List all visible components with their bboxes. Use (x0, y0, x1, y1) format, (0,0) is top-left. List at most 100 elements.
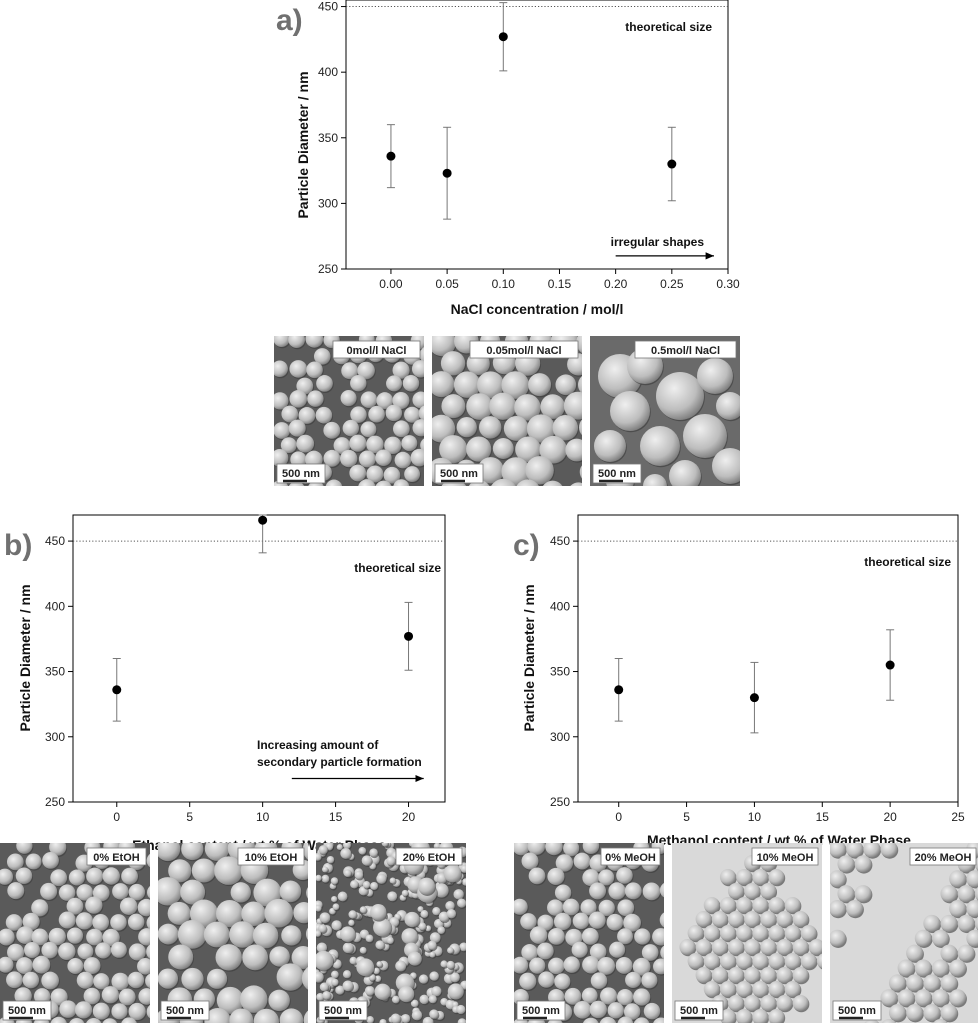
particle (25, 853, 42, 870)
particle (374, 983, 391, 1000)
particle (931, 929, 949, 947)
particle (562, 898, 580, 916)
particle (342, 980, 354, 992)
particle (15, 867, 33, 884)
particle (659, 912, 664, 928)
particle (343, 843, 351, 850)
particle (477, 371, 505, 399)
particle (736, 1009, 753, 1023)
particle (86, 928, 103, 946)
particle (427, 940, 437, 950)
particle (760, 967, 777, 983)
particle (567, 353, 582, 376)
particle (752, 925, 769, 941)
particle (92, 914, 110, 931)
particle (318, 845, 328, 855)
particle (923, 974, 941, 992)
particle (760, 995, 777, 1011)
particle (158, 923, 179, 945)
particle (503, 415, 529, 441)
particle (342, 970, 352, 979)
x-tick-label: 20 (883, 810, 897, 824)
particle (119, 897, 138, 915)
particle (331, 920, 342, 931)
micrograph-label-box (332, 340, 421, 359)
particle (432, 414, 456, 443)
y-tick-label: 350 (45, 665, 65, 679)
particle (370, 882, 379, 890)
particle (599, 1016, 617, 1023)
particle (158, 877, 182, 906)
particle (736, 897, 753, 913)
particle (342, 942, 354, 954)
particle (146, 1004, 150, 1019)
micrograph-label: 20% EtOH (403, 852, 456, 864)
particle (957, 944, 975, 962)
particle (768, 981, 785, 997)
particle (633, 988, 651, 1006)
scale-bar-label: 500 nm (282, 468, 320, 480)
sem-micrograph: 0% MeOH 500 nm (514, 843, 664, 1023)
micrograph-label: 0% EtOH (93, 852, 140, 864)
particle (588, 911, 606, 929)
particle (386, 856, 396, 866)
particle (716, 392, 740, 420)
particle (358, 479, 376, 486)
particle (333, 437, 351, 454)
particle (279, 880, 302, 903)
particle (349, 464, 367, 482)
particle (703, 981, 720, 997)
particle (31, 899, 49, 917)
particle (563, 956, 580, 973)
scale-bar-box (2, 1000, 52, 1021)
y-tick-label: 450 (318, 0, 338, 14)
particle (719, 953, 736, 969)
particle (462, 878, 466, 886)
particle (579, 465, 582, 479)
particle (274, 392, 289, 410)
particle (489, 392, 517, 420)
panel-c: 0 5 10 15 20 25 250 300 350 400 450 theoretical siz… (513, 514, 978, 1023)
particle (736, 953, 753, 969)
particle (652, 928, 664, 946)
particle (617, 899, 635, 917)
particle (242, 944, 269, 971)
particle (597, 956, 616, 975)
particle (303, 1010, 308, 1023)
particle (48, 927, 66, 946)
x-axis-title: NaCl concentration / mol/l (451, 301, 624, 317)
particle (538, 971, 555, 988)
micrograph-label-box (237, 847, 305, 866)
particle (642, 882, 661, 901)
particle (76, 884, 94, 901)
particle (332, 903, 340, 911)
particle (268, 989, 290, 1012)
scale-bar-label: 500 nm (440, 468, 478, 480)
particle (957, 885, 975, 903)
particle (370, 904, 387, 921)
scale-bar-label: 500 nm (838, 1005, 876, 1017)
particle (623, 913, 641, 932)
particle (906, 944, 924, 962)
micrograph-label-box (909, 847, 977, 866)
panel-label: a) (276, 4, 303, 37)
plot-frame (345, 0, 729, 270)
particle (940, 1004, 958, 1022)
particle (711, 967, 728, 983)
particle (50, 869, 68, 887)
particle (460, 864, 466, 873)
particle (349, 434, 367, 452)
particle (348, 919, 355, 926)
particle (365, 934, 374, 943)
particle (40, 882, 58, 900)
particle (552, 414, 579, 441)
particle (711, 939, 728, 955)
particle (289, 360, 308, 378)
particle (350, 374, 367, 392)
particle (7, 943, 25, 961)
particle (68, 869, 85, 886)
particle (768, 1009, 785, 1023)
particle (301, 967, 308, 990)
particle (111, 972, 130, 991)
particle (695, 911, 712, 927)
